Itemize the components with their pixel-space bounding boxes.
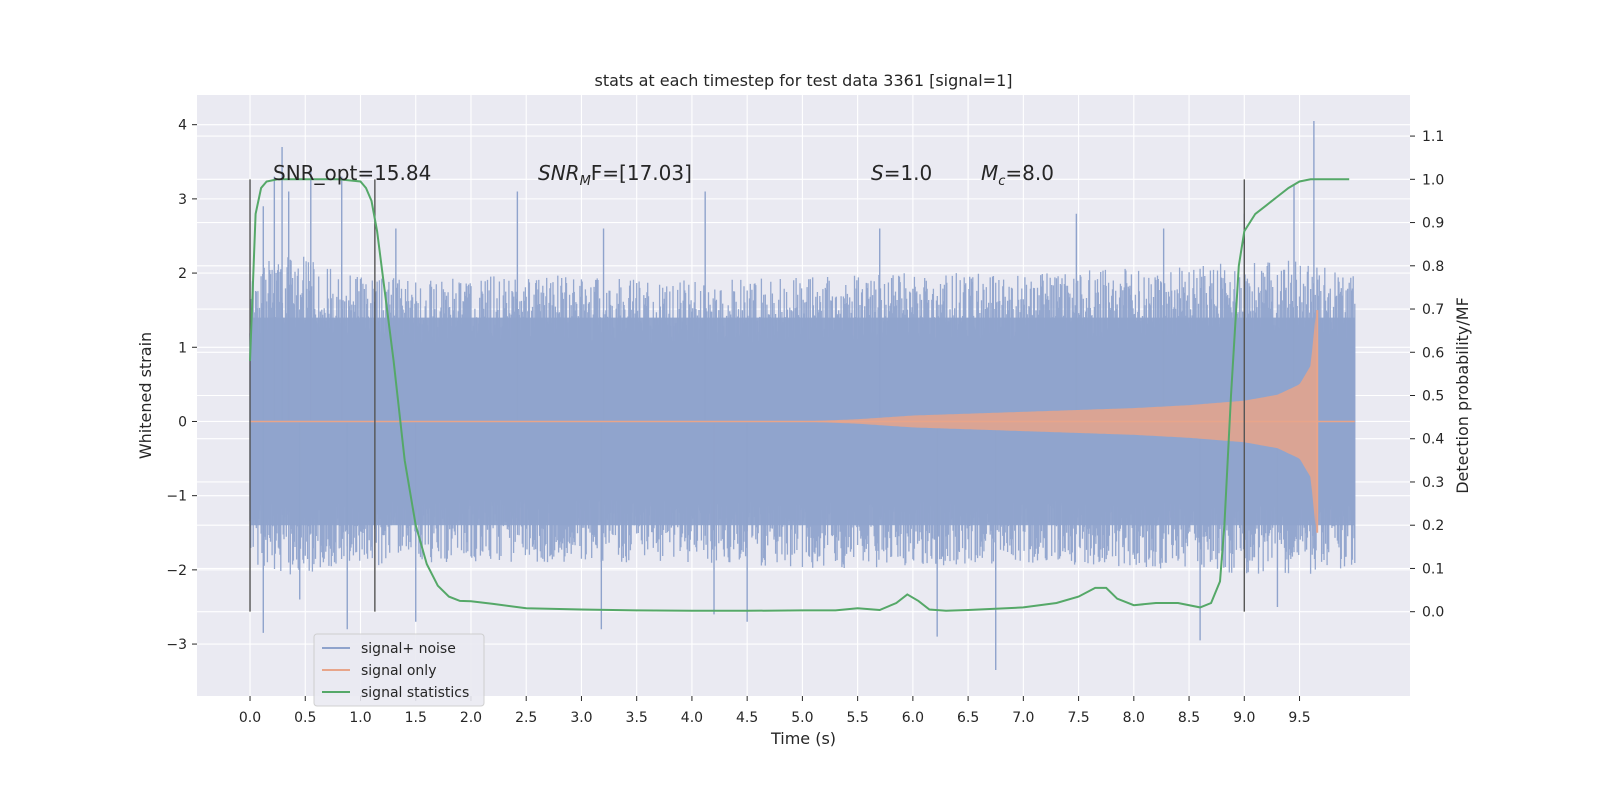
y-tick-label: −2 xyxy=(166,563,187,579)
legend-label: signal+ noise xyxy=(361,641,456,657)
x-axis-title: Time (s) xyxy=(770,729,836,748)
annotation-s: S=1.0 xyxy=(871,161,932,185)
x-tick-label: 2.5 xyxy=(515,710,537,726)
right-y-tick-label: 1.1 xyxy=(1422,129,1444,145)
y-tick-label: 4 xyxy=(178,118,187,134)
signal-only-series xyxy=(250,310,1355,533)
right-y-tick-label: 0.4 xyxy=(1422,432,1444,448)
annotation-snr-mf-sub: M xyxy=(580,174,591,189)
annotation-snr-mf: SNRMF=[17.03] xyxy=(538,161,692,189)
x-tick-label: 0.5 xyxy=(294,710,316,726)
y-tick-label: 1 xyxy=(178,340,187,356)
annotation-snr-mf-rest: F=[17.03] xyxy=(591,161,692,185)
y-tick-label: 2 xyxy=(178,266,187,282)
x-tick-label: 8.5 xyxy=(1178,710,1200,726)
x-axis-ticks: 0.0 0.5 1.0 1.5 2.0 2.5 3.0 3.5 4.0 4.5 5.0 5.5 6.0 6… xyxy=(239,696,1311,726)
right-y-tick-label: 0.2 xyxy=(1422,518,1444,534)
x-tick-label: 9.0 xyxy=(1233,710,1255,726)
right-y-tick-label: 0.5 xyxy=(1422,389,1444,405)
chart-title: stats at each timestep for test data 336… xyxy=(594,71,1012,90)
annotation-snr-mf-main: SNR xyxy=(538,161,580,185)
x-tick-label: 0.0 xyxy=(239,710,261,726)
x-tick-label: 1.5 xyxy=(405,710,427,726)
right-y-tick-label: 0.8 xyxy=(1422,259,1444,275)
right-y-tick-label: 0.7 xyxy=(1422,302,1444,318)
x-tick-label: 8.0 xyxy=(1123,710,1145,726)
x-tick-label: 1.0 xyxy=(349,710,371,726)
y-tick-label: −3 xyxy=(166,637,187,653)
x-tick-label: 7.5 xyxy=(1067,710,1089,726)
annotation-snr-opt: SNR_opt=15.84 xyxy=(273,161,431,185)
legend-label: signal statistics xyxy=(361,685,469,701)
annotation-mc-rest: =8.0 xyxy=(1005,161,1054,185)
right-y-tick-label: 0.9 xyxy=(1422,216,1444,232)
right-y-tick-label: 0.3 xyxy=(1422,475,1444,491)
annotation-s-rest: =1.0 xyxy=(884,161,933,185)
x-tick-label: 2.0 xyxy=(460,710,482,726)
right-y-tick-label: 0.1 xyxy=(1422,561,1444,577)
annotation-s-main: S xyxy=(871,161,884,185)
right-y-axis-ticks: 1.1 1.0 0.9 0.8 0.7 0.6 0.5 0.4 0.3 0.2 0.1 0.0 xyxy=(1410,129,1444,621)
x-tick-label: 9.5 xyxy=(1288,710,1310,726)
right-y-tick-label: 0.6 xyxy=(1422,345,1444,361)
right-y-axis-title: Detection probability/MF xyxy=(1453,297,1472,494)
vertical-markers xyxy=(249,179,1245,612)
x-tick-label: 5.0 xyxy=(791,710,813,726)
y-axis-title: Whitened strain xyxy=(136,332,155,459)
signal-chirp xyxy=(802,316,1318,527)
x-tick-label: 6.0 xyxy=(902,710,924,726)
x-tick-label: 5.5 xyxy=(846,710,868,726)
x-tick-label: 7.0 xyxy=(1012,710,1034,726)
x-tick-label: 3.5 xyxy=(626,710,648,726)
y-axis-ticks: 4 3 2 1 0 −1 −2 −3 xyxy=(166,118,197,653)
y-tick-label: 0 xyxy=(178,414,187,430)
annotation-mc: Mc=8.0 xyxy=(981,161,1054,189)
annotation-mc-sub: c xyxy=(998,174,1005,189)
annotation-mc-main: M xyxy=(981,161,998,185)
y-tick-label: −1 xyxy=(166,489,187,505)
right-y-tick-label: 1.0 xyxy=(1422,172,1444,188)
x-tick-label: 4.5 xyxy=(736,710,758,726)
x-tick-label: 4.0 xyxy=(681,710,703,726)
legend: signal+ noise signal only signal statistic… xyxy=(313,633,485,707)
y-tick-label: 3 xyxy=(178,192,187,208)
statistics-line xyxy=(249,178,1350,612)
x-tick-label: 3.0 xyxy=(570,710,592,726)
signal-statistics-series xyxy=(249,178,1350,612)
legend-label: signal only xyxy=(361,663,436,679)
legend-box xyxy=(313,633,485,707)
x-tick-label: 6.5 xyxy=(957,710,979,726)
right-y-tick-label: 0.0 xyxy=(1422,605,1444,621)
